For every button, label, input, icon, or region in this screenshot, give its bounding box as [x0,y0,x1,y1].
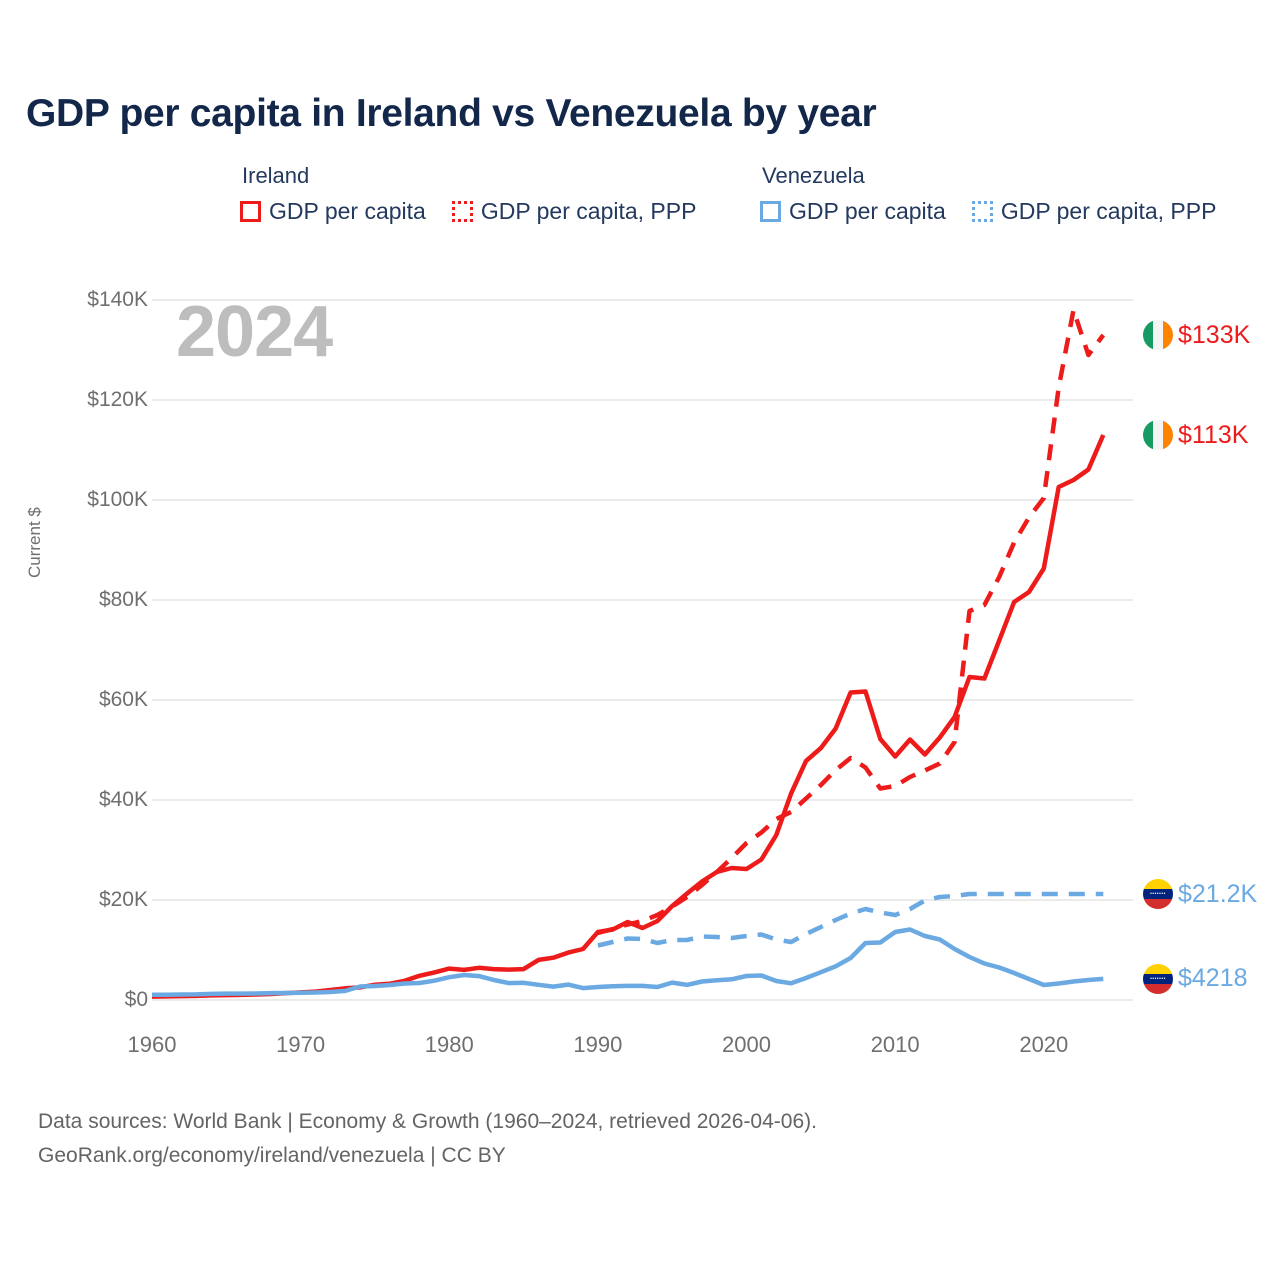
flag-ireland-icon [1143,420,1173,450]
legend-label: GDP per capita, PPP [480,198,697,224]
end-label-ireland-ppp: $133K [1143,320,1250,350]
flag-venezuela-icon: ••••••• [1143,879,1173,909]
legend-swatch-dotted-icon [451,201,473,222]
x-axis-tick-label: 1970 [276,1032,326,1057]
footer-line-attribution: GeoRank.org/economy/ireland/venezuela | … [38,1144,506,1168]
end-label-value: $4218 [1178,964,1248,993]
legend-groups: Ireland GDP per capita GDP per capita, P… [240,163,1260,225]
legend-group-title-venezuela: Venezuela [762,163,865,188]
end-label-venezuela-ppp: ••••••• $21.2K [1143,879,1257,909]
y-axis-tick-label: $20K [98,888,148,911]
y-axis-tick-label: $0 [124,988,148,1011]
legend-items-ireland: GDP per capita GDP per capita, PPP [240,198,760,225]
x-axis-ticks: 1960 1970 1980 1990 2000 2010 2020 [0,1032,1280,1072]
legend-swatch-solid-icon [760,201,781,222]
legend-swatch-dotted-icon [971,201,993,222]
y-axis-tick-label: $60K [98,688,148,711]
legend-group-venezuela: Venezuela GDP per capita GDP per capita,… [760,163,1242,225]
legend-label: GDP per capita [269,198,426,224]
legend-group-title-ireland: Ireland [242,163,310,188]
flag-stars-icon: ••••••• [1150,975,1166,982]
series-line-3 [597,891,1104,948]
flag-ireland-icon [1143,320,1173,350]
chart-footer: Data sources: World Bank | Economy & Gro… [38,1105,817,1173]
series-line-1 [597,307,1106,936]
series-line-2 [151,927,1104,998]
x-axis-tick-label: 1960 [127,1032,177,1057]
legend-group-ireland: Ireland GDP per capita GDP per capita, P… [240,163,760,225]
end-label-venezuela-gdp: ••••••• $4218 [1143,963,1248,994]
end-label-value: $133K [1178,320,1251,349]
legend-item-venezuela-ppp[interactable]: GDP per capita, PPP [971,198,1217,225]
x-axis-tick-label: 2000 [722,1032,772,1057]
flag-venezuela-icon: ••••••• [1143,963,1173,994]
y-axis-tick-label: $120K [87,388,148,411]
legend-items-venezuela: GDP per capita GDP per capita, PPP [760,198,1242,225]
y-axis-ticks: $0 $20K $40K $60K $80K $100K $120K $140K [0,0,148,1280]
y-axis-tick-label: $40K [98,788,148,811]
legend-item-ireland-gdp[interactable]: GDP per capita [240,198,426,225]
y-axis-tick-label: $100K [87,488,148,511]
x-axis-tick-label: 2020 [1019,1032,1069,1057]
y-axis-tick-label: $140K [87,288,148,311]
x-axis-tick-label: 2010 [870,1032,920,1057]
end-label-ireland-gdp: $113K [1143,420,1248,450]
y-axis-tick-label: $80K [98,588,148,611]
legend-item-venezuela-gdp[interactable]: GDP per capita [760,198,946,225]
end-label-value: $113K [1178,420,1249,449]
end-label-value: $21.2K [1178,879,1258,908]
chart-legend: Ireland GDP per capita GDP per capita, P… [240,163,1260,225]
legend-label: GDP per capita [789,198,946,224]
x-axis-tick-label: 1990 [573,1032,623,1057]
page-title: GDP per capita in Ireland vs Venezuela b… [26,92,877,135]
legend-label: GDP per capita, PPP [1000,198,1217,224]
x-axis-tick-label: 1980 [424,1032,474,1057]
legend-item-ireland-ppp[interactable]: GDP per capita, PPP [451,198,697,225]
legend-swatch-solid-icon [240,201,261,222]
footer-line-sources: Data sources: World Bank | Economy & Gro… [38,1110,817,1133]
flag-stars-icon: ••••••• [1150,890,1166,897]
year-watermark: 2024 [176,292,333,372]
